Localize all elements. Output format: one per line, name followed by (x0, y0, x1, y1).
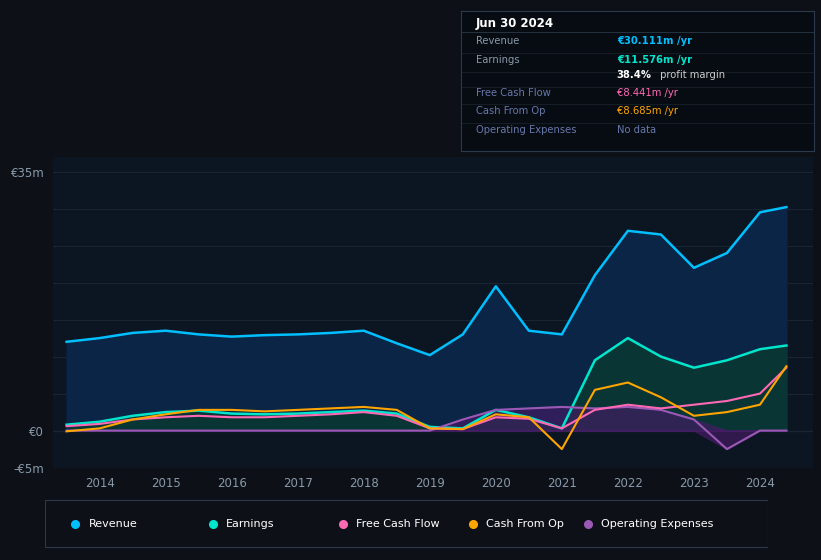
Text: Free Cash Flow: Free Cash Flow (475, 87, 550, 97)
Text: Cash From Op: Cash From Op (486, 519, 564, 529)
Text: Revenue: Revenue (89, 519, 137, 529)
Text: €8.685m /yr: €8.685m /yr (617, 106, 677, 116)
Text: €30.111m /yr: €30.111m /yr (617, 36, 692, 46)
Text: Jun 30 2024: Jun 30 2024 (475, 17, 553, 30)
Text: Operating Expenses: Operating Expenses (602, 519, 713, 529)
Text: No data: No data (617, 125, 656, 136)
Text: profit margin: profit margin (658, 70, 726, 80)
Text: €11.576m /yr: €11.576m /yr (617, 55, 692, 66)
Text: Free Cash Flow: Free Cash Flow (355, 519, 439, 529)
Text: Earnings: Earnings (475, 55, 519, 66)
Text: Earnings: Earnings (226, 519, 274, 529)
Text: €8.441m /yr: €8.441m /yr (617, 87, 677, 97)
Text: 38.4%: 38.4% (617, 70, 652, 80)
Text: Operating Expenses: Operating Expenses (475, 125, 576, 136)
Text: Cash From Op: Cash From Op (475, 106, 545, 116)
Text: Revenue: Revenue (475, 36, 519, 46)
